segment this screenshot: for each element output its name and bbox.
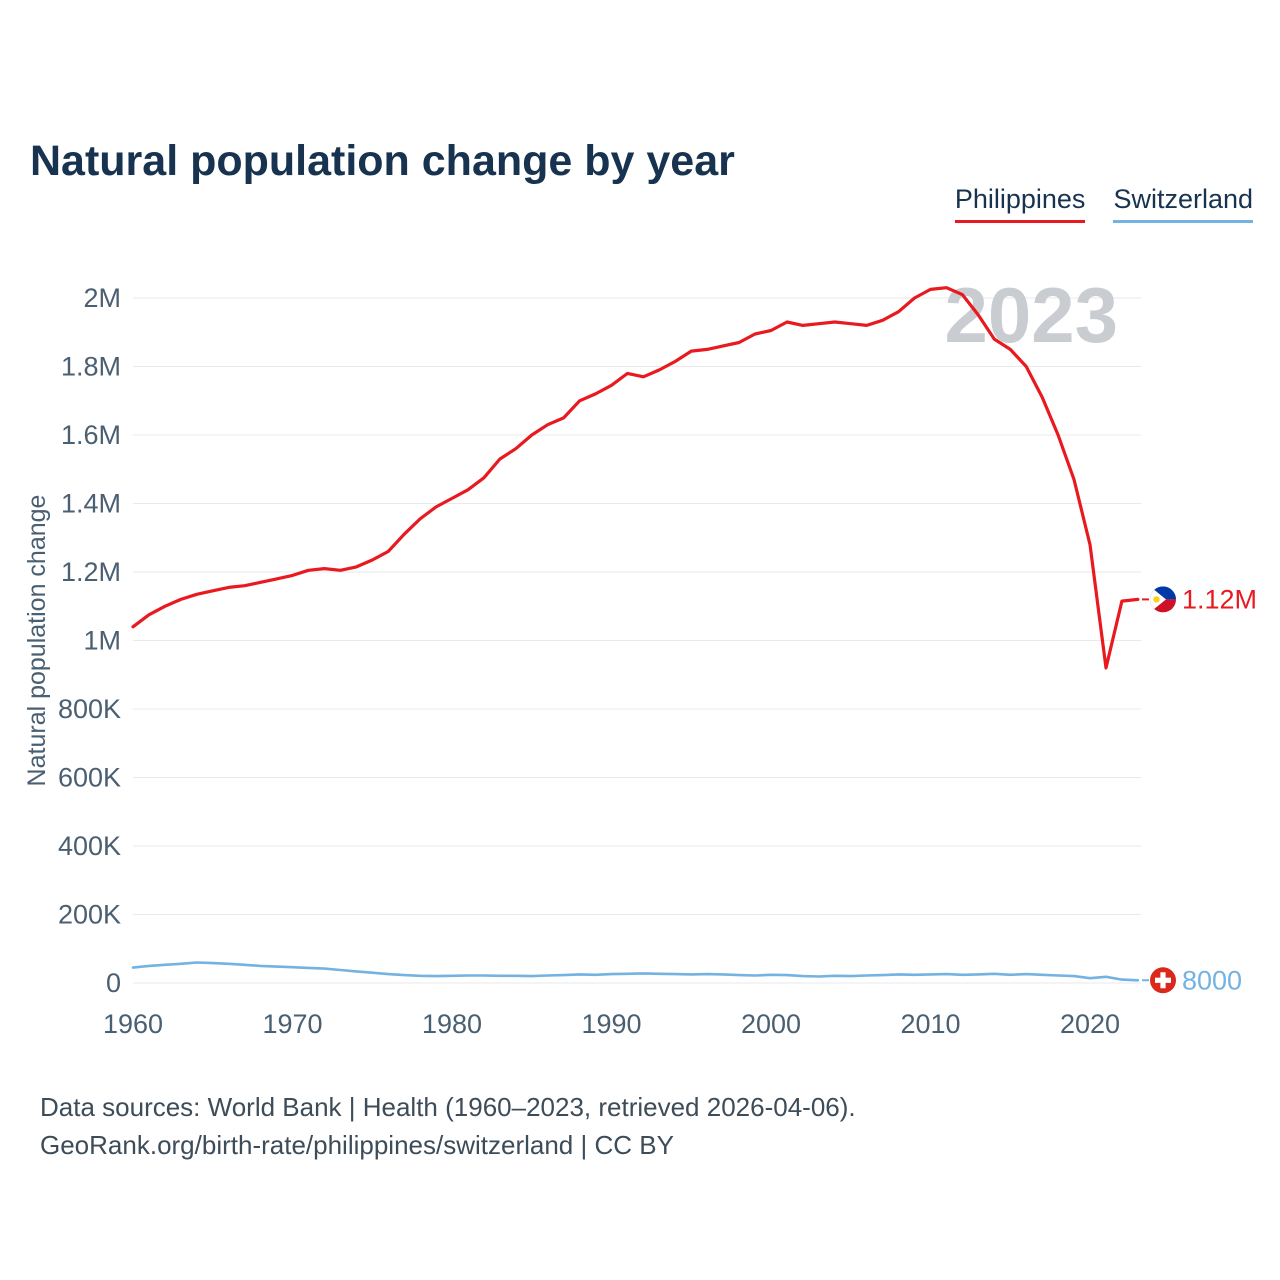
footer-attribution: GeoRank.org/birth-rate/philippines/switz… (40, 1130, 674, 1160)
legend-item-switzerland[interactable]: Switzerland (1113, 184, 1253, 223)
y-tick-label: 800K (58, 694, 121, 724)
end-label-switzerland: 8000 (1182, 965, 1242, 995)
footer-data-sources: Data sources: World Bank | Health (1960–… (40, 1092, 856, 1122)
footer: Data sources: World Bank | Health (1960–… (40, 1088, 856, 1164)
y-tick-label: 0 (106, 968, 121, 998)
watermark-year: 2023 (944, 271, 1118, 359)
y-axis-title: Natural population change (23, 495, 51, 787)
x-tick-label: 2020 (1060, 1009, 1120, 1039)
x-tick-label: 1980 (422, 1009, 482, 1039)
x-tick-label: 2010 (900, 1009, 960, 1039)
legend: Philippines Switzerland (954, 184, 1253, 223)
x-tick-label: 2000 (741, 1009, 801, 1039)
y-tick-label: 600K (58, 763, 121, 793)
y-tick-label: 200K (58, 900, 121, 930)
y-tick-label: 1.4M (61, 489, 121, 519)
end-label-philippines: 1.12M (1182, 584, 1257, 614)
y-tick-label: 2M (83, 283, 121, 313)
switzerland-flag-icon (1150, 967, 1176, 994)
y-tick-label: 1M (83, 626, 121, 656)
legend-item-philippines[interactable]: Philippines (954, 184, 1086, 223)
y-tick-label: 400K (58, 831, 121, 861)
philippines-line[interactable] (131, 286, 1140, 670)
philippines-flag-icon (1150, 586, 1176, 613)
chart-title: Natural population change by year (30, 136, 735, 185)
x-tick-label: 1960 (103, 1009, 163, 1039)
y-tick-label: 1.8M (61, 352, 121, 382)
y-tick-label: 1.6M (61, 420, 121, 450)
switzerland-line[interactable] (131, 961, 1140, 982)
x-tick-label: 1970 (262, 1009, 322, 1039)
x-tick-label: 1990 (581, 1009, 641, 1039)
y-tick-label: 1.2M (61, 557, 121, 587)
